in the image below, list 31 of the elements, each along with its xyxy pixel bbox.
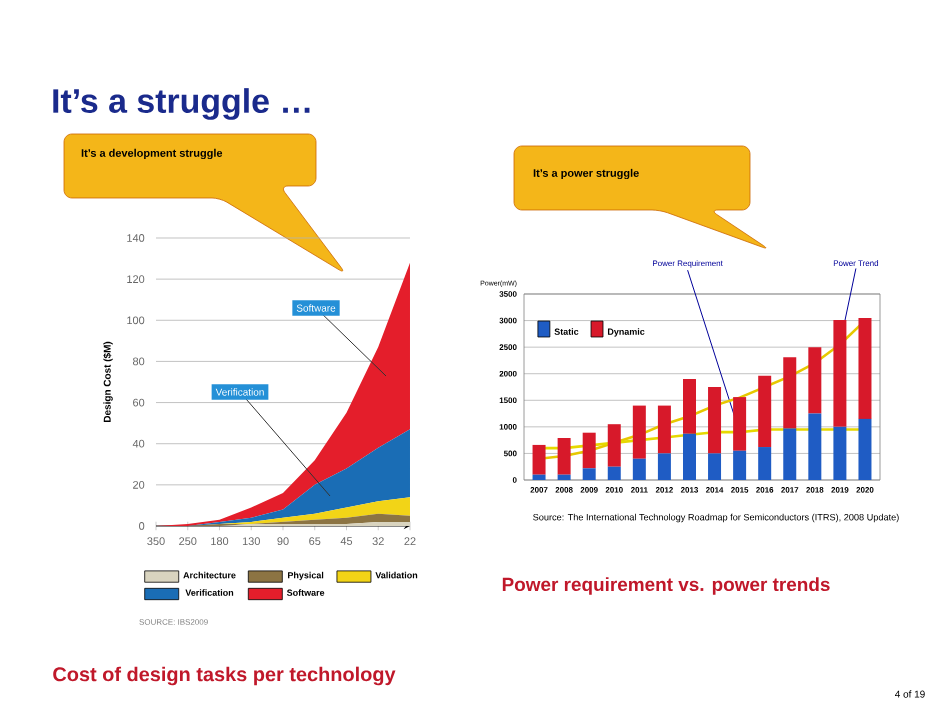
bar: [858, 317, 872, 419]
bar: [682, 379, 696, 434]
bar: [532, 474, 546, 480]
bar: [632, 405, 646, 459]
bar: [708, 386, 722, 454]
bar: [783, 428, 797, 480]
bar: [532, 444, 546, 475]
bar: [557, 438, 571, 475]
text: Power requirement vs. power trends: [502, 577, 830, 595]
bar: [708, 453, 722, 480]
bar: [733, 450, 747, 480]
bar: [607, 466, 621, 480]
bar: [657, 405, 671, 454]
bar: [632, 458, 646, 480]
text: It’s a struggle …: [53, 88, 310, 120]
bar: [582, 468, 596, 480]
bar: [833, 320, 847, 427]
bar: [657, 453, 671, 480]
bar: [808, 347, 822, 414]
bar: [858, 418, 872, 480]
bar: [808, 413, 822, 480]
text: Cost of design tasks per technology: [53, 666, 396, 686]
bar: [758, 447, 772, 480]
bar: [682, 433, 696, 480]
bar: [557, 474, 571, 480]
bar: [607, 424, 621, 467]
bar: [582, 432, 596, 469]
bar: [833, 426, 847, 480]
bar: [758, 375, 772, 448]
bar: [733, 397, 747, 451]
bar: [783, 357, 797, 429]
